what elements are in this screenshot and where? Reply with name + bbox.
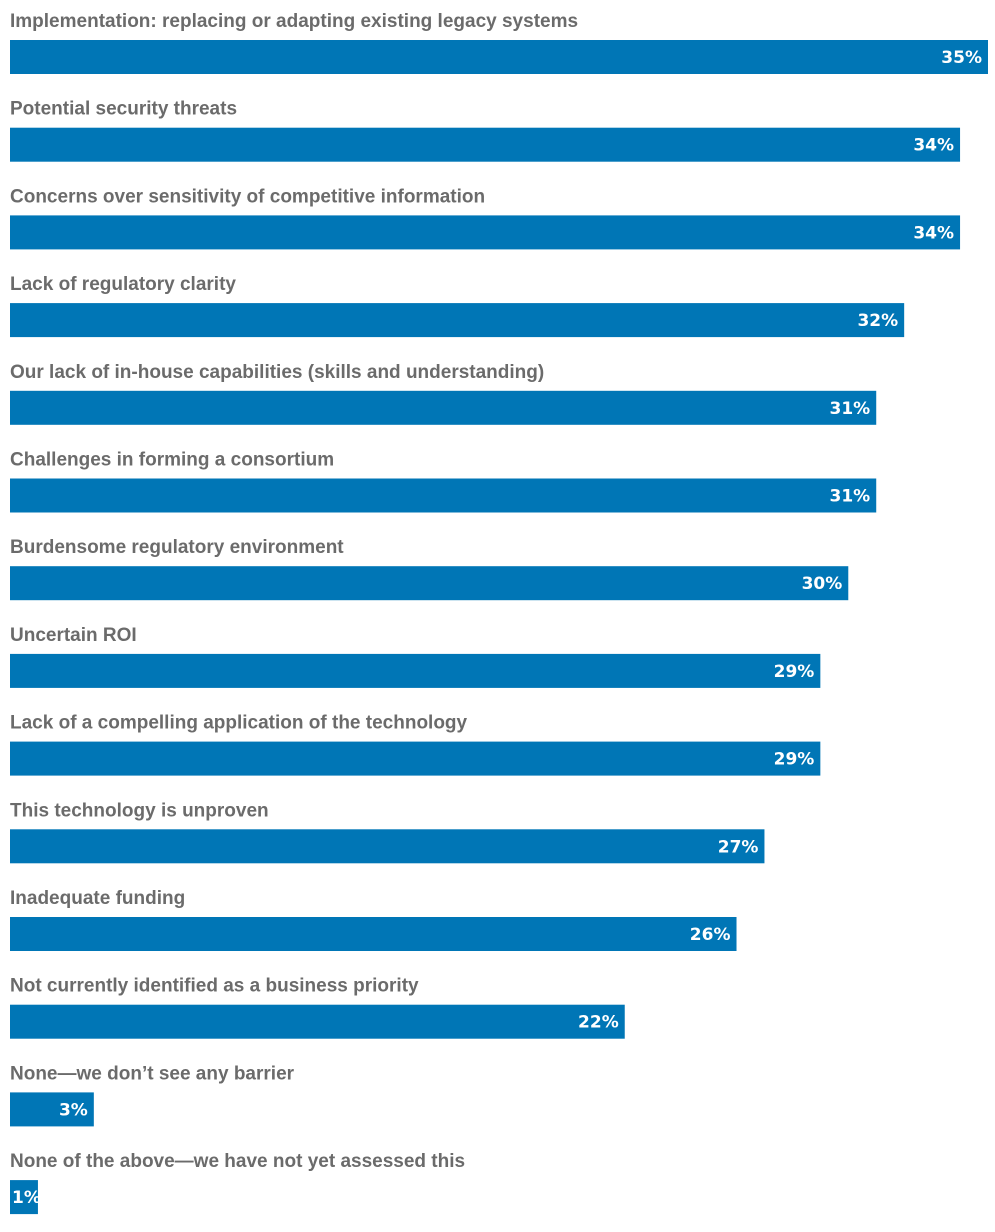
bar xyxy=(10,829,765,864)
bar-row: Burdensome regulatory environment 30% xyxy=(10,537,849,601)
value-label: 29% xyxy=(774,662,815,682)
value-label: 34% xyxy=(913,136,954,156)
category-label: Not currently identified as a business p… xyxy=(10,976,419,997)
category-label: None—we don’t see any barrier xyxy=(10,1063,295,1084)
category-label: Potential security threats xyxy=(10,99,237,120)
bar xyxy=(10,653,821,688)
bar xyxy=(10,478,877,513)
bar xyxy=(10,40,988,74)
value-label: 32% xyxy=(857,311,898,331)
value-label: 1% xyxy=(12,1188,41,1208)
bar xyxy=(10,1004,625,1039)
bar xyxy=(10,303,905,338)
category-label: Challenges in forming a consortium xyxy=(10,450,334,471)
bar-row: Uncertain ROI 29% xyxy=(10,625,821,688)
category-label: Burdensome regulatory environment xyxy=(10,537,344,558)
bar-row: Concerns over sensitivity of competitive… xyxy=(10,186,961,250)
bar xyxy=(10,566,849,601)
bar-row: Inadequate funding 26% xyxy=(10,888,737,951)
bar-row: None—we don’t see any barrier 3% xyxy=(10,1063,295,1127)
category-label: Concerns over sensitivity of competitive… xyxy=(10,186,485,207)
value-label: 30% xyxy=(802,574,843,594)
bar xyxy=(10,215,961,250)
category-label: Lack of a compelling application of the … xyxy=(10,713,468,734)
value-label: 34% xyxy=(913,223,954,243)
bar-row: Lack of regulatory clarity 32% xyxy=(10,274,905,338)
category-label: None of the above—we have not yet assess… xyxy=(10,1151,465,1172)
bar xyxy=(10,390,877,425)
value-label: 22% xyxy=(578,1013,619,1033)
category-label: Lack of regulatory clarity xyxy=(10,274,236,295)
bar-row: Challenges in forming a consortium 31% xyxy=(10,450,877,513)
value-label: 31% xyxy=(830,399,871,419)
category-label: Uncertain ROI xyxy=(10,625,137,646)
bar-row: Implementation: replacing or adapting ex… xyxy=(10,11,988,74)
bar xyxy=(10,741,821,776)
bar xyxy=(10,917,737,951)
bar-row: Potential security threats 34% xyxy=(10,99,961,162)
value-label: 29% xyxy=(774,750,815,770)
value-label: 35% xyxy=(941,48,982,68)
bar xyxy=(10,1180,38,1215)
bar-row: This technology is unproven 27% xyxy=(10,800,765,864)
value-label: 27% xyxy=(718,837,759,857)
bar xyxy=(10,1092,94,1127)
category-label: Implementation: replacing or adapting ex… xyxy=(10,11,578,32)
category-label: Our lack of in-house capabilities (skill… xyxy=(10,362,544,383)
bar-row: Our lack of in-house capabilities (skill… xyxy=(10,362,877,425)
value-label: 31% xyxy=(830,487,871,507)
category-label: This technology is unproven xyxy=(10,800,269,821)
bar-row: Lack of a compelling application of the … xyxy=(10,713,821,776)
value-label: 26% xyxy=(690,925,731,945)
category-label: Inadequate funding xyxy=(10,888,185,909)
value-label: 3% xyxy=(59,1100,88,1120)
bar xyxy=(10,127,961,162)
bar-row: Not currently identified as a business p… xyxy=(10,976,625,1039)
bar-row: None of the above—we have not yet assess… xyxy=(10,1151,465,1215)
